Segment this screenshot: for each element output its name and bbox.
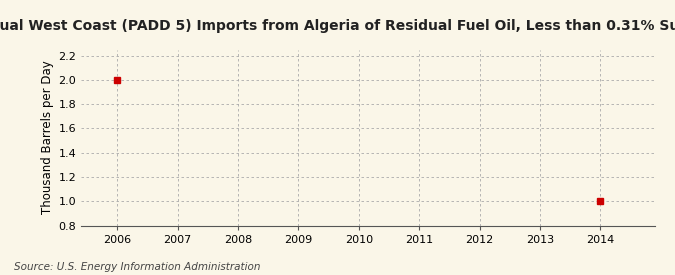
- Text: Source: U.S. Energy Information Administration: Source: U.S. Energy Information Administ…: [14, 262, 260, 272]
- Y-axis label: Thousand Barrels per Day: Thousand Barrels per Day: [41, 60, 54, 215]
- Text: Annual West Coast (PADD 5) Imports from Algeria of Residual Fuel Oil, Less than : Annual West Coast (PADD 5) Imports from …: [0, 19, 675, 33]
